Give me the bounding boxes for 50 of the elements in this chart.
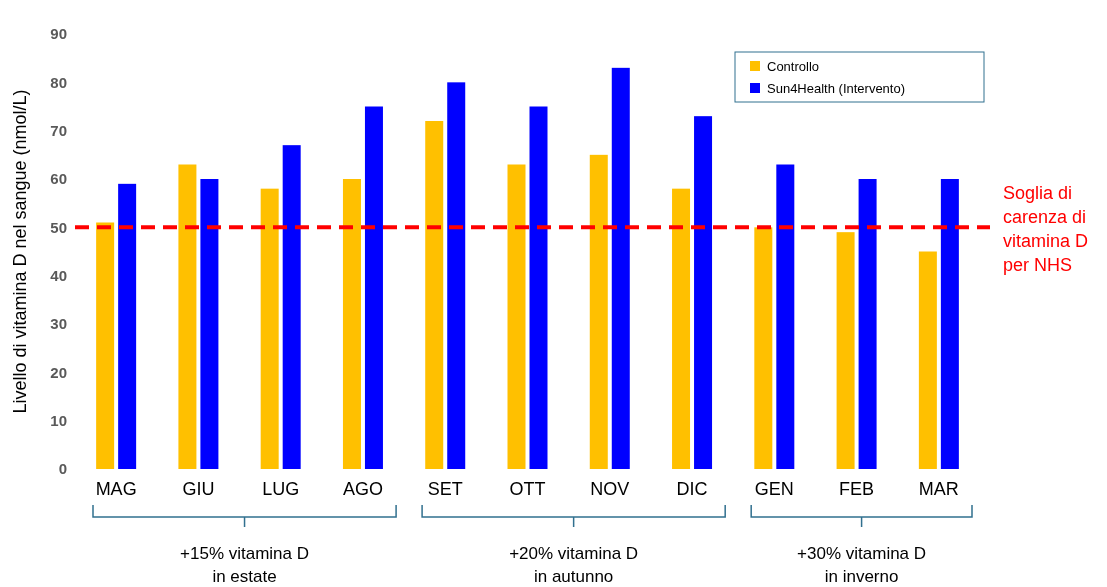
bar: [754, 227, 773, 469]
y-tick-label: 70: [50, 121, 67, 139]
x-tick-label: GEN: [754, 479, 794, 499]
x-tick-label: MAR: [918, 479, 959, 499]
bar: [178, 164, 197, 469]
bar: [918, 251, 937, 469]
bar: [836, 232, 855, 469]
ref-line-label: Soglia di carenza di vitamina D per NHS: [1003, 183, 1089, 276]
text: +30% vitamina D in inverno: [797, 544, 927, 586]
x-tick-label: FEB: [839, 479, 875, 499]
x-tick-label: DIC: [676, 479, 708, 499]
x-tick-label: GIU: [182, 479, 215, 499]
bar: [200, 179, 219, 469]
x-tick-label: NOV: [590, 479, 630, 499]
y-tick-label: 90: [50, 25, 67, 43]
bar: [694, 116, 713, 469]
y-tick-label: 40: [50, 266, 67, 284]
legend-label: Sun4Health (Intervento): [767, 80, 906, 96]
x-tick-label: LUG: [262, 479, 300, 499]
x-tick-label: MAG: [95, 479, 137, 499]
y-axis-title: Livello di vitamina D nel sangue (nmol/L): [10, 89, 30, 414]
bar: [118, 183, 137, 469]
x-tick-label: OTT: [509, 479, 546, 499]
bar: [425, 121, 444, 469]
y-tick-label: 20: [50, 363, 67, 381]
text: +20% vitamina D in autunno: [509, 544, 639, 586]
legend-label: Controllo: [767, 58, 820, 74]
y-tick-label: 30: [50, 315, 67, 333]
bar: [611, 67, 630, 469]
bar: [447, 82, 466, 469]
y-tick-label: 10: [50, 411, 67, 429]
bar: [940, 179, 959, 469]
bar: [364, 106, 383, 469]
bar: [589, 154, 608, 469]
text: +15% vitamina D in estate: [180, 544, 310, 586]
y-tick-label: 0: [58, 460, 67, 478]
bar: [282, 145, 301, 469]
bar: [672, 188, 691, 469]
y-tick-label: 50: [50, 218, 67, 236]
bar: [776, 164, 795, 469]
x-tick-label: AGO: [342, 479, 383, 499]
bar: [342, 179, 361, 469]
x-tick-label: SET: [427, 479, 463, 499]
y-tick-label: 80: [50, 73, 67, 91]
y-tick-label: 60: [50, 170, 67, 188]
bar: [507, 164, 526, 469]
bar: [96, 222, 115, 469]
bar: [529, 106, 548, 469]
bar: [858, 179, 877, 469]
bar: [260, 188, 279, 469]
